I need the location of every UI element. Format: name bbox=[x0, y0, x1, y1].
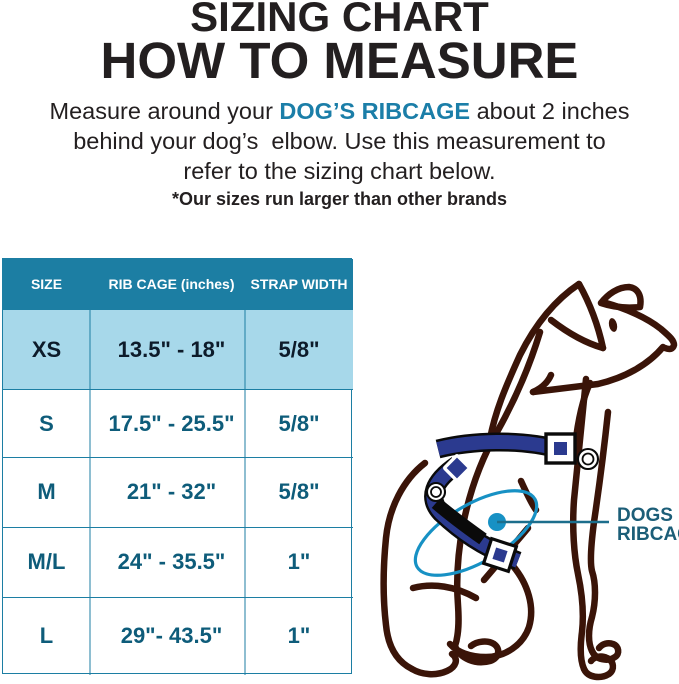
svg-text:RIBCAGE: RIBCAGE bbox=[617, 524, 679, 545]
svg-text:DOGS: DOGS bbox=[617, 505, 673, 526]
